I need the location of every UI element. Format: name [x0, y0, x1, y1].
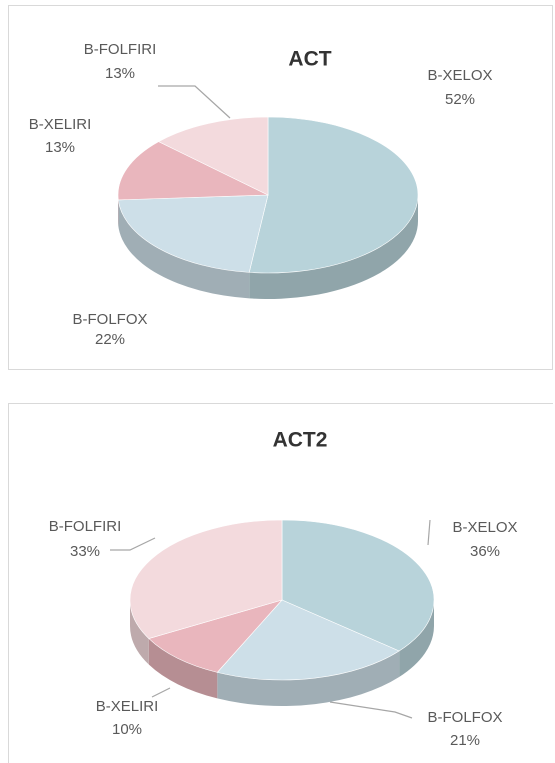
pie-slice [129, 519, 283, 639]
slice-value-label: 22% [95, 331, 125, 348]
pie-slice [148, 599, 283, 673]
leader-line [427, 519, 431, 546]
slice-label: B-FOLFIRI [49, 518, 122, 535]
slice-label: B-XELIRI [29, 116, 92, 133]
pie-side [118, 199, 250, 299]
pie-side [130, 600, 149, 665]
pie-side [249, 195, 418, 299]
pie-side [399, 600, 434, 677]
chart-title: ACT2 [273, 429, 328, 452]
slice-value-label: 52% [445, 91, 475, 108]
slice-value-label: 33% [70, 543, 100, 560]
pie-slice [248, 116, 419, 274]
chart-frame [8, 403, 553, 763]
leader-line [110, 537, 156, 551]
slice-label: B-FOLFOX [427, 709, 502, 726]
chart-title: ACT [288, 48, 331, 71]
pie-slice [117, 194, 269, 273]
slice-value-label: 13% [45, 139, 75, 156]
pie-slice [117, 141, 269, 201]
slice-label: B-FOLFIRI [84, 41, 157, 58]
slice-label: B-XELOX [427, 67, 492, 84]
slice-value-label: 21% [450, 732, 480, 749]
pie-slice [281, 519, 435, 652]
slice-value-label: 10% [112, 721, 142, 738]
slice-value-label: 13% [105, 65, 135, 82]
slice-label: B-XELIRI [96, 698, 159, 715]
pie-side [217, 650, 400, 706]
pie-slice [216, 599, 400, 681]
slice-value-label: 36% [470, 543, 500, 560]
leader-line [151, 687, 171, 698]
pie-slice [158, 116, 269, 196]
slice-label: B-FOLFOX [72, 311, 147, 328]
slice-label: B-XELOX [452, 519, 517, 536]
leader-line [158, 85, 231, 119]
leader-line [329, 701, 413, 719]
pie-side [148, 638, 218, 699]
